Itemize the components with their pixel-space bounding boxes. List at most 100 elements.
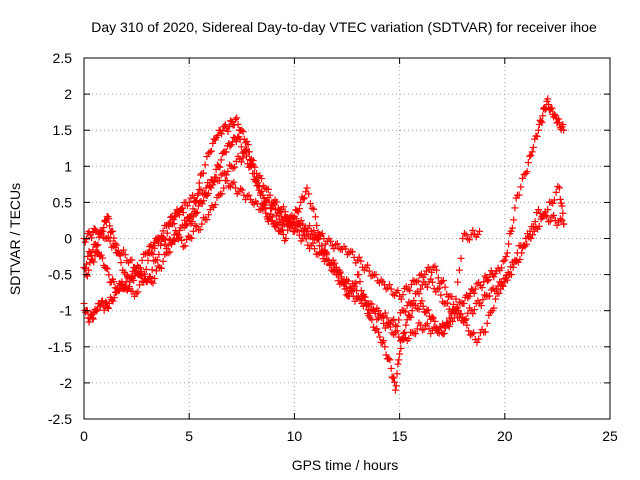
data-point (370, 306, 378, 314)
data-point (381, 343, 389, 351)
data-point (121, 251, 129, 259)
data-point (486, 308, 494, 316)
data-point (516, 255, 524, 263)
data-point (497, 279, 505, 287)
data-point (394, 287, 402, 295)
data-point (219, 126, 227, 134)
data-point (481, 272, 489, 280)
data-point (445, 323, 453, 331)
data-point (342, 245, 350, 253)
data-point (473, 338, 481, 346)
data-point (460, 229, 468, 237)
data-point (479, 296, 487, 304)
data-point (233, 114, 241, 122)
data-point (511, 204, 519, 212)
data-point (399, 329, 407, 337)
data-point (234, 120, 242, 128)
data-point (307, 227, 315, 235)
data-point (380, 312, 388, 320)
data-point (151, 244, 159, 252)
data-point (396, 337, 404, 345)
y-tick-label: -2.5 (48, 411, 72, 427)
data-point (259, 191, 267, 199)
data-point (93, 307, 101, 315)
data-point (415, 290, 423, 298)
data-point (347, 247, 355, 255)
data-point (203, 153, 211, 161)
data-point (529, 143, 537, 151)
data-point (413, 304, 421, 312)
data-point (214, 131, 222, 139)
data-point (364, 261, 372, 269)
data-point (185, 198, 193, 206)
data-point (322, 251, 330, 259)
data-point (229, 164, 237, 172)
x-tick-label: 10 (287, 428, 303, 444)
data-point (281, 208, 289, 216)
data-point (452, 295, 460, 303)
data-point (435, 329, 443, 337)
data-point (537, 117, 545, 125)
data-point (533, 132, 541, 140)
data-point (299, 220, 307, 228)
data-point (386, 320, 394, 328)
data-point (384, 284, 392, 292)
data-point (299, 195, 307, 203)
data-point (407, 313, 415, 321)
data-point (483, 319, 491, 327)
data-point (437, 323, 445, 331)
data-point (541, 208, 549, 216)
data-point (497, 264, 505, 272)
data-point (316, 231, 324, 239)
data-point (99, 297, 107, 305)
data-point (546, 217, 554, 225)
data-point (554, 118, 562, 126)
data-point (369, 272, 377, 280)
data-point (509, 263, 517, 271)
data-point (390, 374, 398, 382)
data-point (333, 240, 341, 248)
y-axis-label: SDTVAR / TECUs (7, 183, 23, 295)
data-point (274, 204, 282, 212)
data-point (106, 237, 114, 245)
data-point (490, 273, 498, 281)
data-point (523, 240, 531, 248)
data-point (300, 194, 308, 202)
data-point (343, 276, 351, 284)
y-tick-label: -2 (60, 375, 73, 391)
data-point (401, 308, 409, 316)
data-point (385, 354, 393, 362)
data-point (157, 264, 165, 272)
data-point (556, 195, 564, 203)
data-point (132, 290, 140, 298)
data-point (125, 274, 133, 282)
data-point (522, 170, 530, 178)
data-point (266, 191, 274, 199)
data-point (104, 303, 112, 311)
data-point (513, 257, 521, 265)
data-point (428, 313, 436, 321)
data-point (120, 283, 128, 291)
data-point (548, 213, 556, 221)
data-point (264, 185, 272, 193)
data-point (515, 191, 523, 199)
data-point (395, 316, 403, 324)
data-point (420, 325, 428, 333)
data-point (414, 277, 422, 285)
data-point (428, 278, 436, 286)
data-point (517, 183, 525, 191)
data-point (457, 254, 465, 262)
data-point (249, 157, 257, 165)
data-point (408, 299, 416, 307)
data-point (558, 202, 566, 210)
data-point (486, 292, 494, 300)
data-point (162, 236, 170, 244)
data-point (88, 314, 96, 322)
data-point (88, 234, 96, 242)
data-point (157, 241, 165, 249)
data-point (376, 333, 384, 341)
data-point (160, 235, 168, 242)
data-point (277, 227, 285, 235)
data-point (429, 314, 437, 322)
data-point (477, 302, 485, 310)
